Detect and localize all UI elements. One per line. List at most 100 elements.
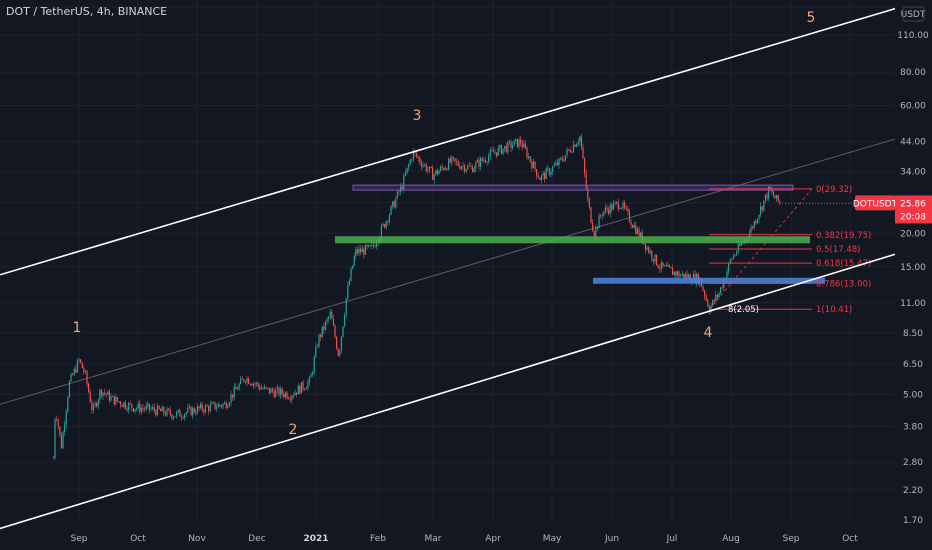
candle-body <box>656 254 658 266</box>
wave-label: 4 <box>704 325 713 341</box>
candle-body <box>203 410 205 413</box>
candle-body <box>228 402 231 406</box>
candle-body <box>636 228 639 234</box>
candle-body <box>68 381 71 398</box>
candle-body <box>332 318 335 326</box>
candle-body <box>270 388 272 394</box>
candle-body <box>718 293 720 297</box>
candle-body <box>646 247 648 250</box>
candle-body <box>716 294 719 297</box>
candle-body <box>118 401 120 403</box>
candle-body <box>430 166 432 169</box>
candle-body <box>260 388 263 390</box>
candle-body <box>726 271 728 279</box>
candle-body <box>448 158 450 170</box>
candle-body <box>625 207 627 209</box>
candle-body <box>668 265 671 268</box>
candle-body <box>217 404 219 408</box>
candle-body <box>640 232 642 237</box>
candle-body <box>427 169 429 172</box>
candle-body <box>670 267 672 269</box>
candle-body <box>748 232 751 240</box>
candle-body <box>558 158 560 166</box>
candle-body <box>128 402 130 411</box>
symbol-tag-bg <box>855 195 895 211</box>
price-tag-bg <box>895 195 932 224</box>
candle-body <box>262 388 264 389</box>
candle-body <box>624 202 626 208</box>
candle-body <box>374 245 376 247</box>
candle-body <box>195 412 197 414</box>
candle-body <box>164 413 167 416</box>
candle-body <box>60 434 63 449</box>
candle-body <box>337 348 339 356</box>
candle-body <box>113 395 115 405</box>
candle-body <box>736 252 738 255</box>
candle-body <box>492 150 495 153</box>
candle-body <box>107 391 109 395</box>
candle-body <box>416 153 418 157</box>
candle-body <box>393 201 395 208</box>
candle-body <box>412 151 415 160</box>
candle-body <box>766 194 768 199</box>
time-axis[interactable]: Sep Oct Nov Dec 2021 Feb Mar Apr May Jun Jul Aug Sep… <box>71 534 859 544</box>
candle-body <box>345 298 347 315</box>
candle-body <box>763 200 765 211</box>
candle-body <box>603 211 605 216</box>
candle-body <box>83 368 85 372</box>
candle-body <box>225 402 227 408</box>
candle-body <box>688 274 690 278</box>
candle-body <box>649 251 651 253</box>
candle-body <box>176 411 178 417</box>
candle-body <box>116 397 119 402</box>
candle-body <box>752 226 754 228</box>
candle-body <box>334 325 336 338</box>
candle-body <box>600 215 602 217</box>
candle-body <box>150 408 152 410</box>
resistance-zone-purple <box>352 184 794 191</box>
candle-body <box>758 214 760 220</box>
candle-body <box>254 383 256 385</box>
candle-body <box>310 374 312 378</box>
symbol-tag-label: DOTUSDT <box>853 199 898 209</box>
candle-body <box>433 174 435 180</box>
price-tick-label: 20.00 <box>900 229 926 239</box>
candle-body <box>243 379 245 382</box>
chart-title: DOT / TetherUS, 4h, BINANCE <box>6 5 168 18</box>
candle-body <box>555 162 557 166</box>
candle-body <box>409 159 411 165</box>
channel-upper-line <box>0 7 896 276</box>
candle-body <box>620 207 623 209</box>
candle-body <box>502 148 504 154</box>
candle-body <box>249 383 251 385</box>
candle-body <box>363 248 365 255</box>
candle-body <box>774 196 776 199</box>
candle-body <box>232 394 234 398</box>
candle-body <box>601 215 603 217</box>
candle-body <box>339 350 341 356</box>
candle-body <box>121 405 123 407</box>
support-zone-green <box>335 236 810 244</box>
candle-body <box>580 136 583 148</box>
candle-body <box>214 402 216 409</box>
candle-body <box>476 159 479 163</box>
candle-body <box>238 383 240 390</box>
candle-body <box>500 145 503 154</box>
candle-body <box>545 168 547 180</box>
candle-body <box>512 145 514 149</box>
candle-body <box>678 271 680 277</box>
candle-body <box>366 245 368 247</box>
candle-body <box>560 158 562 160</box>
candle-body <box>281 388 283 394</box>
candle-body <box>160 409 162 412</box>
candle-body <box>470 166 472 168</box>
candle-body <box>460 166 463 169</box>
candle-body <box>360 248 362 253</box>
price-axis[interactable]: USDT110.0080.0060.0044.0034.0026.0020.00… <box>895 0 932 550</box>
candle-body <box>193 408 195 413</box>
candle-body <box>96 403 98 407</box>
candle-body <box>387 221 389 223</box>
candle-body <box>230 394 232 403</box>
candle-body <box>611 204 613 210</box>
